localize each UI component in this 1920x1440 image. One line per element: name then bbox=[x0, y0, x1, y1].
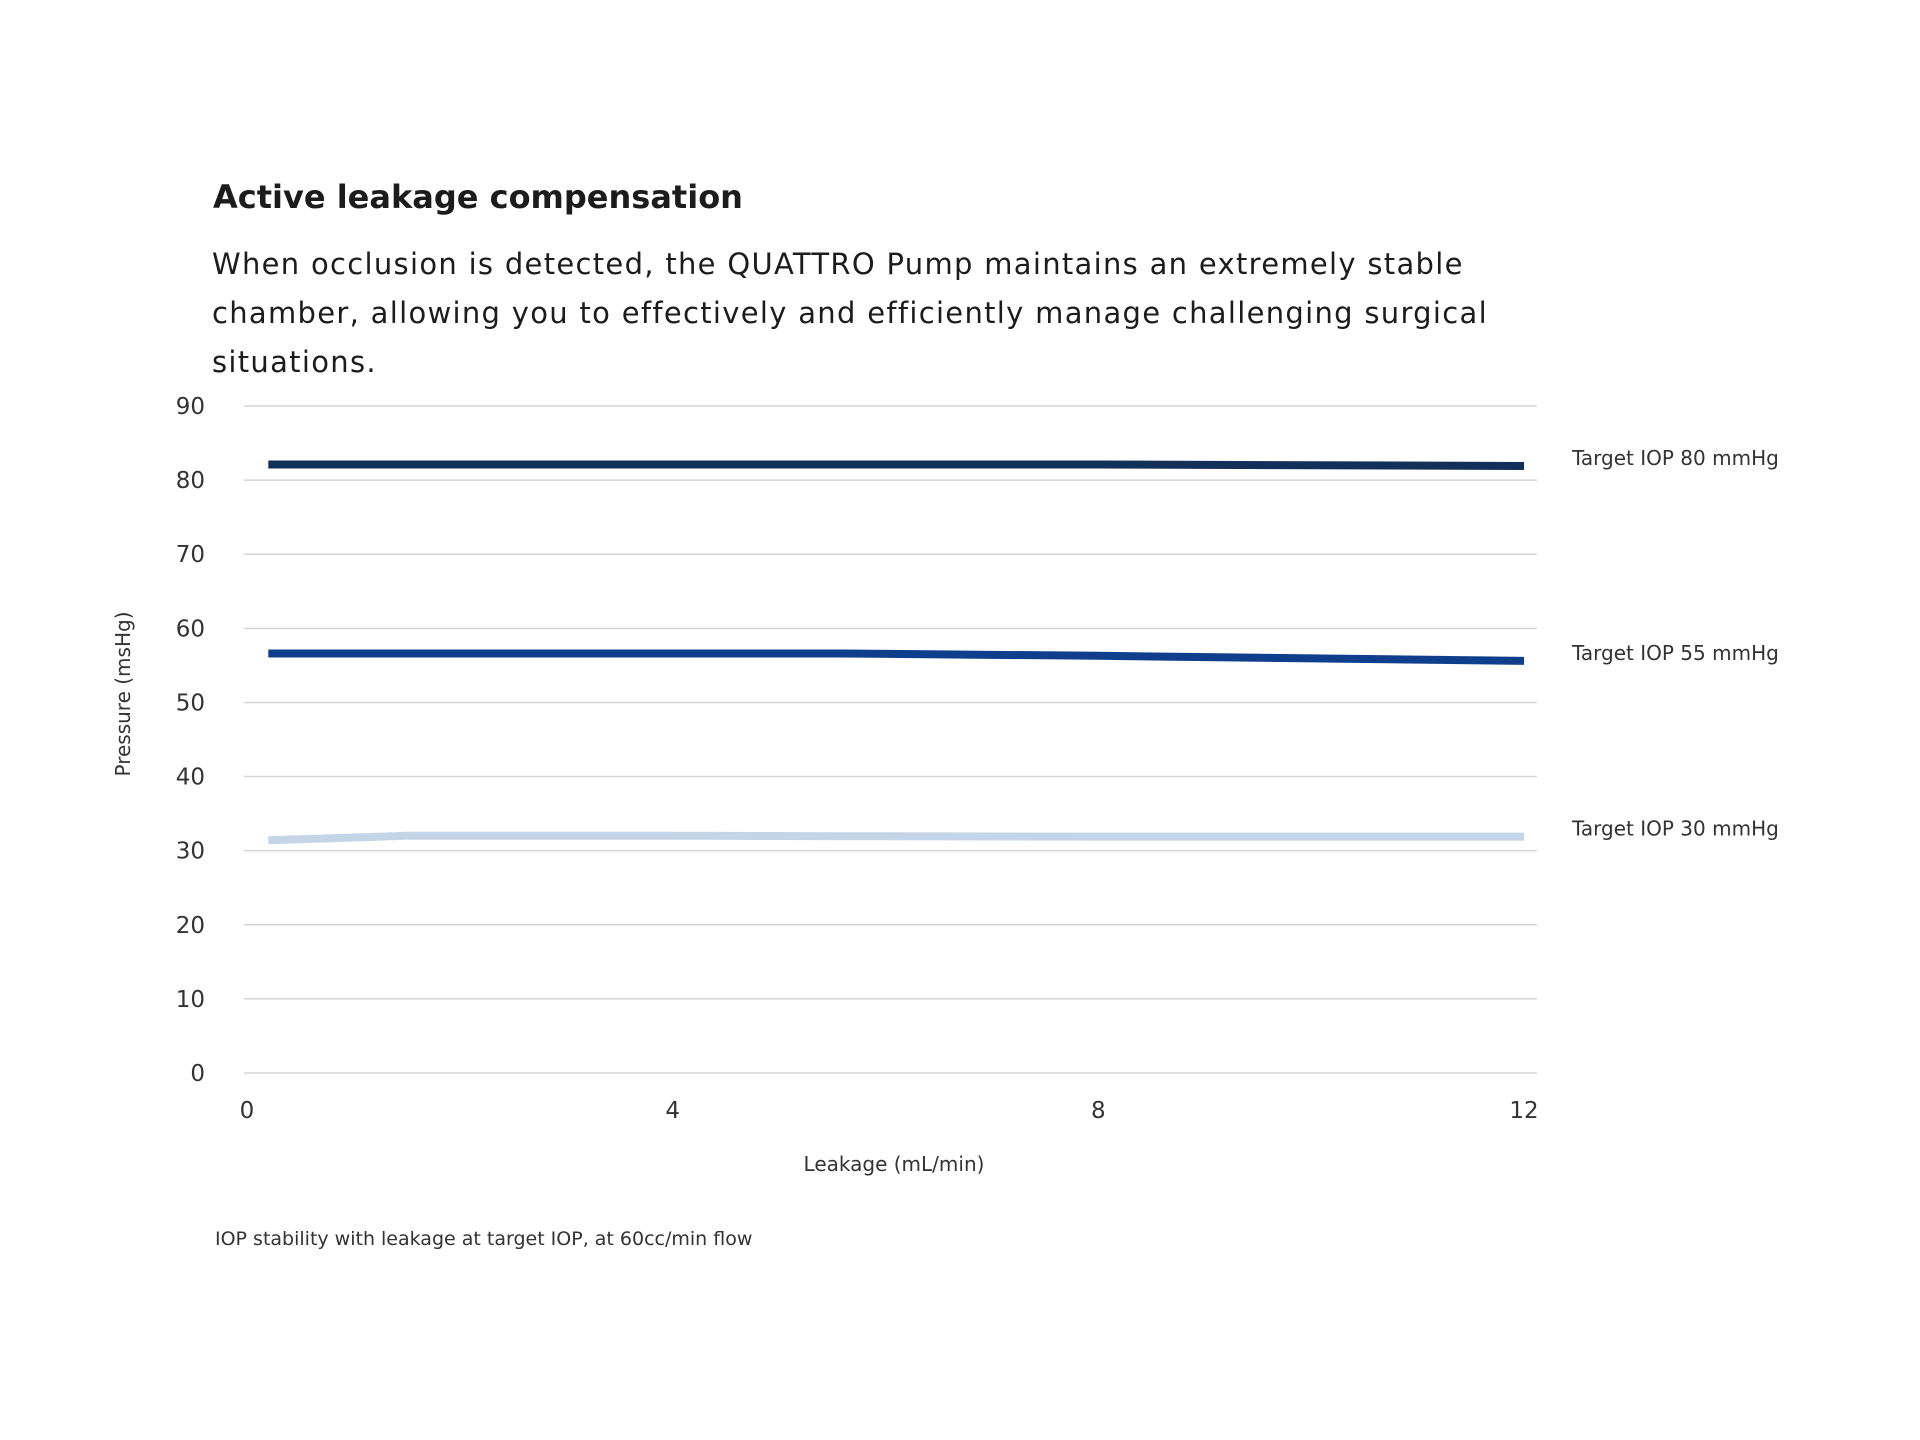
y-tick-label: 40 bbox=[176, 765, 205, 791]
x-tick-label: 12 bbox=[1509, 1098, 1538, 1124]
y-tick-label: 0 bbox=[190, 1061, 205, 1087]
y-axis-title: Pressure (msHg) bbox=[111, 612, 135, 777]
series-line-3 bbox=[268, 831, 1524, 845]
y-tick-label: 50 bbox=[176, 690, 205, 716]
x-axis-ticks: 0 4 8 12 bbox=[240, 1098, 1539, 1124]
series-label-3: Target IOP 30 mmHg bbox=[1571, 817, 1779, 841]
x-tick-label: 4 bbox=[665, 1098, 680, 1124]
series-line-1 bbox=[268, 460, 1525, 470]
x-tick-label: 0 bbox=[240, 1098, 255, 1124]
y-axis-ticks: 0 10 20 30 40 50 60 70 80 90 bbox=[176, 394, 205, 1087]
x-tick-label: 8 bbox=[1091, 1098, 1106, 1124]
series-line-2 bbox=[268, 649, 1525, 665]
y-tick-label: 60 bbox=[176, 616, 205, 642]
y-tick-label: 70 bbox=[176, 542, 205, 568]
series-label-1: Target IOP 80 mmHg bbox=[1571, 446, 1779, 470]
page-heading: Active leakage compensation bbox=[213, 178, 743, 216]
series-label-2: Target IOP 55 mmHg bbox=[1571, 641, 1779, 665]
y-tick-label: 90 bbox=[176, 394, 205, 420]
chart-caption: IOP stability with leakage at target IOP… bbox=[215, 1228, 753, 1250]
series-labels: Target IOP 80 mmHg Target IOP 55 mmHg Targ… bbox=[1571, 446, 1779, 841]
x-axis-title: Leakage (mL/min) bbox=[804, 1152, 985, 1176]
chart-series bbox=[268, 460, 1525, 845]
y-tick-label: 80 bbox=[176, 468, 205, 494]
y-tick-label: 20 bbox=[176, 913, 205, 939]
chart-gridlines bbox=[244, 405, 1537, 1074]
y-tick-label: 10 bbox=[176, 987, 205, 1013]
y-tick-label: 30 bbox=[176, 839, 205, 865]
intro-paragraph: When occlusion is detected, the QUATTRO … bbox=[212, 247, 1488, 379]
